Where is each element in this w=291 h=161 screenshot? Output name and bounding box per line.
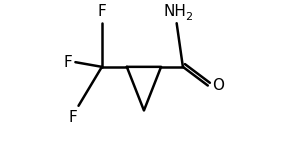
Text: F: F [68,110,77,125]
Text: F: F [97,4,106,19]
Text: O: O [212,78,224,93]
Text: F: F [63,55,72,70]
Text: NH: NH [164,4,187,19]
Text: 2: 2 [185,12,192,22]
